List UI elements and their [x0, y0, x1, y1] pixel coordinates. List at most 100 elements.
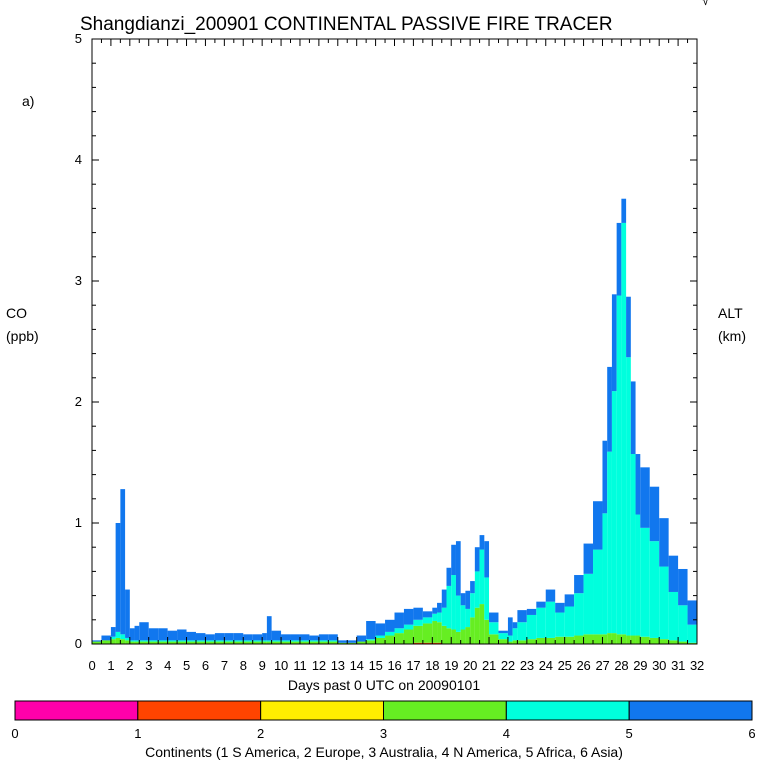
- bar-africa-50: [479, 549, 485, 605]
- bar-africa-57: [526, 614, 537, 640]
- bar-n-america-34: [375, 637, 386, 644]
- bar-n-america-18: [233, 641, 244, 644]
- bar-n-america-59: [545, 637, 556, 644]
- bar-n-america-53: [498, 639, 508, 644]
- bar-asia-74: [649, 486, 660, 542]
- bar-n-america-78: [687, 642, 697, 644]
- bar-n-america-60: [555, 636, 565, 644]
- bar-n-america-47: [465, 627, 471, 644]
- y-tick-label-2: 2: [75, 394, 82, 409]
- colorbar-tick-label-4: 4: [503, 726, 510, 741]
- x-tick-label-15: 15: [369, 658, 383, 673]
- bar-asia-5: [125, 589, 130, 638]
- x-tick-label-2: 2: [126, 658, 133, 673]
- bar-n-america-56: [517, 640, 527, 644]
- x-tick-label-11: 11: [293, 658, 306, 673]
- bar-africa-11: [167, 640, 178, 642]
- colorbar-tick-label-0: 0: [11, 726, 18, 741]
- bar-africa-51: [484, 577, 490, 620]
- bar-asia-60: [555, 602, 565, 613]
- bar-n-america-6: [129, 641, 135, 644]
- bar-asia-23: [271, 630, 282, 641]
- bar-asia-45: [455, 541, 461, 596]
- bar-n-america-31: [347, 642, 357, 644]
- bar-asia-56: [517, 610, 527, 623]
- bar-africa-76: [668, 591, 679, 641]
- x-tick-label-6: 6: [202, 658, 209, 673]
- bar-africa-3: [115, 631, 121, 638]
- bar-n-america-15: [205, 641, 215, 644]
- bar-n-america-7: [134, 641, 140, 644]
- colorbar-swatch-5: [505, 700, 630, 721]
- bar-asia-22: [266, 616, 272, 641]
- x-axis-ticks: 0 1 2 3 4 5 6 7 8 9 10 11 12 13 14 15 16 17 18 19 20 21 22 23 24…: [88, 39, 704, 673]
- bar-n-america-43: [446, 628, 452, 644]
- x-tick-label-14: 14: [350, 658, 364, 673]
- bar-asia-38: [413, 607, 423, 620]
- colorbar-tick-label-1: 1: [134, 726, 141, 741]
- x-tick-label-24: 24: [539, 658, 553, 673]
- bar-africa-2: [110, 636, 116, 640]
- bar-n-america-38: [413, 625, 423, 643]
- y-axis-label-left-line2: (ppb): [6, 328, 39, 344]
- colorbar-tick-label-6: 6: [748, 726, 755, 741]
- bar-n-america-16: [214, 641, 225, 644]
- bar-africa-13: [186, 640, 196, 642]
- bar-asia-39: [422, 611, 433, 618]
- bar-n-america-64: [593, 634, 603, 644]
- bar-n-america-76: [668, 640, 679, 644]
- bar-asia-14: [195, 633, 206, 641]
- x-tick-label-12: 12: [312, 658, 326, 673]
- bar-africa-69: [621, 222, 627, 635]
- bar-asia-65: [602, 440, 608, 514]
- bar-n-america-42: [441, 625, 447, 644]
- bar-europe-41: [437, 642, 442, 644]
- bar-asia-75: [659, 518, 669, 567]
- bar-africa-5: [125, 637, 130, 641]
- bar-n-america-62: [574, 635, 584, 644]
- bar-n-america-24: [281, 641, 291, 644]
- bar-africa-44: [451, 575, 456, 630]
- bar-africa-45: [455, 595, 461, 632]
- bar-africa-22: [266, 640, 272, 642]
- bar-asia-10: [158, 628, 168, 641]
- x-tick-label-20: 20: [463, 658, 477, 673]
- bar-n-america-29: [328, 641, 338, 644]
- bar-asia-37: [403, 608, 414, 625]
- bar-africa-4: [120, 634, 126, 640]
- x-tick-label-26: 26: [577, 658, 591, 673]
- bar-asia-36: [394, 612, 404, 629]
- bar-africa-9: [148, 640, 159, 642]
- bar-africa-75: [659, 566, 669, 640]
- y-tick-label-3: 3: [75, 273, 82, 288]
- bar-africa-40: [432, 613, 438, 622]
- bar-africa-12: [177, 640, 187, 642]
- bar-africa-68: [616, 295, 622, 635]
- bar-asia-27: [309, 635, 319, 641]
- bar-n-america-51: [484, 619, 490, 644]
- bar-n-america-77: [678, 641, 688, 644]
- bar-asia-62: [574, 575, 584, 594]
- bar-n-america-45: [455, 631, 461, 644]
- bar-asia-57: [526, 608, 537, 615]
- bar-asia-34: [375, 623, 386, 636]
- x-tick-label-3: 3: [145, 658, 152, 673]
- bar-asia-77: [678, 568, 688, 606]
- bar-n-america-19: [243, 641, 253, 644]
- bar-n-america-63: [583, 634, 594, 644]
- bar-africa-61: [564, 606, 575, 637]
- bar-africa-7: [134, 640, 140, 642]
- bar-asia-61: [564, 594, 575, 607]
- bar-africa-59: [545, 601, 556, 638]
- x-tick-label-7: 7: [221, 658, 228, 673]
- bar-asia-2: [110, 627, 116, 637]
- y-tick-label-1: 1: [75, 515, 82, 530]
- bar-n-america-52: [489, 634, 499, 644]
- bar-asia-47: [465, 590, 471, 609]
- bar-africa-15: [205, 640, 215, 642]
- bar-n-america-65: [602, 634, 608, 644]
- colorbar-swatch-3: [260, 700, 385, 721]
- bar-africa-14: [195, 640, 206, 642]
- bar-n-america-74: [649, 637, 660, 644]
